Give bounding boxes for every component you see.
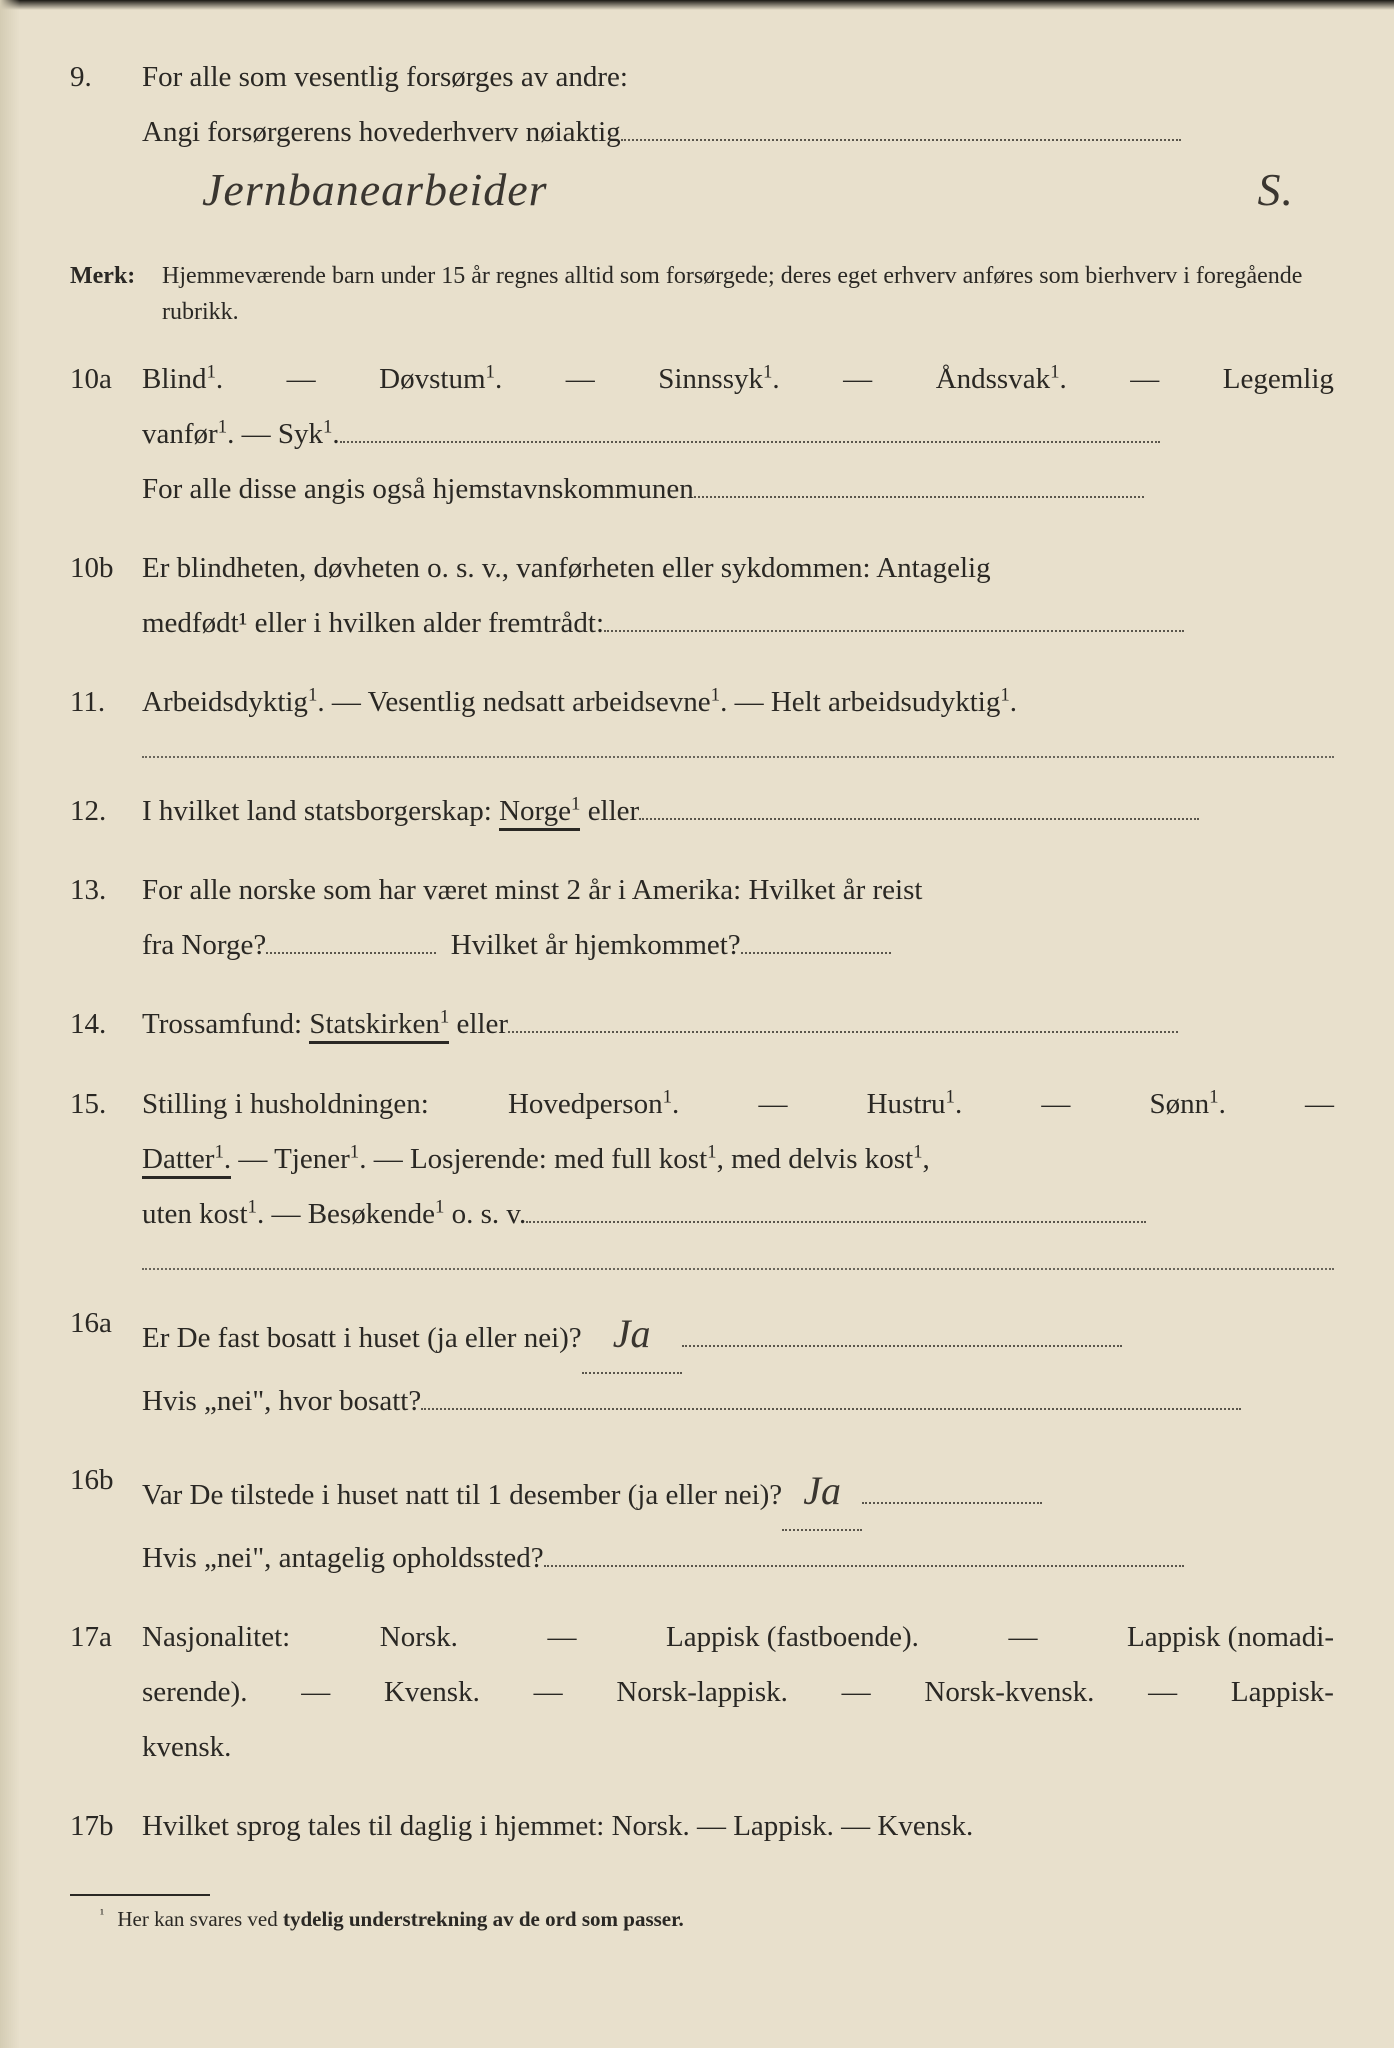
question-9: 9. For alle som vesentlig forsørges av a… <box>70 50 1334 234</box>
q16a-answer: Ja <box>613 1311 651 1356</box>
q16b-content: Var De tilstede i huset natt til 1 desem… <box>142 1453 1334 1586</box>
footnote-bold: tydelig understrekning av de ord som pas… <box>283 1907 684 1931</box>
q15-content: Stilling i husholdningen:Hovedperson1.—H… <box>142 1077 1334 1242</box>
q9-number: 9. <box>70 50 142 234</box>
question-10b: 10b Er blindheten, døvheten o. s. v., va… <box>70 541 1334 651</box>
merk-text: Hjemmeværende barn under 15 år regnes al… <box>162 258 1334 330</box>
q17b-number: 17b <box>70 1799 142 1854</box>
question-16b: 16b Var De tilstede i huset natt til 1 d… <box>70 1453 1334 1586</box>
q13-number: 13. <box>70 863 142 973</box>
divider-2 <box>142 1268 1334 1270</box>
q16b-line1: Var De tilstede i huset natt til 1 desem… <box>142 1453 1334 1531</box>
q9-handwritten-suffix: S. <box>1258 146 1295 233</box>
q9-handwritten-answer: Jernbanearbeider <box>202 146 548 233</box>
q10b-line1: Er blindheten, døvheten o. s. v., vanfør… <box>142 541 1334 596</box>
q10a-number: 10a <box>70 352 142 517</box>
footnote-prefix: Her kan svares ved <box>117 1907 283 1931</box>
question-15: 15. Stilling i husholdningen:Hovedperson… <box>70 1077 1334 1242</box>
q15-line3: uten kost1. — Besøkende1 o. s. v. <box>142 1187 1334 1242</box>
question-14: 14. Trossamfund: Statskirken1 eller <box>70 997 1334 1052</box>
question-16a: 16a Er De fast bosatt i huset (ja eller … <box>70 1296 1334 1429</box>
q15-number: 15. <box>70 1077 142 1242</box>
footnote: ¹ Her kan svares ved tydelig understrekn… <box>70 1906 1334 1932</box>
divider-1 <box>142 756 1334 758</box>
q9-blank <box>621 112 1181 141</box>
q12-number: 12. <box>70 784 142 839</box>
q16a-content: Er De fast bosatt i huset (ja eller nei)… <box>142 1296 1334 1429</box>
q10a-content: Blind1.—Døvstum1.—Sinnssyk1.—Åndssvak1.—… <box>142 352 1334 517</box>
q11-content: Arbeidsdyktig1. — Vesentlig nedsatt arbe… <box>142 675 1334 730</box>
q12-underlined: Norge1 <box>499 795 580 831</box>
q10a-line3: For alle disse angis også hjemstavnskomm… <box>142 462 1334 517</box>
census-form-page: 9. For alle som vesentlig forsørges av a… <box>70 50 1334 1932</box>
footnote-rule <box>70 1894 210 1896</box>
q13-content: For alle norske som har været minst 2 år… <box>142 863 1334 973</box>
q15-line1: Stilling i husholdningen:Hovedperson1.—H… <box>142 1077 1334 1132</box>
q11-number: 11. <box>70 675 142 730</box>
q16a-number: 16a <box>70 1296 142 1429</box>
question-10a: 10a Blind1.—Døvstum1.—Sinnssyk1.—Åndssva… <box>70 352 1334 517</box>
q13-line2: fra Norge? Hvilket år hjemkommet? <box>142 918 1334 973</box>
q10b-content: Er blindheten, døvheten o. s. v., vanfør… <box>142 541 1334 651</box>
q16a-line2: Hvis „nei", hvor bosatt? <box>142 1374 1334 1429</box>
q17a-line2: serende).—Kvensk.—Norsk-lappisk.—Norsk-k… <box>142 1665 1334 1720</box>
question-17b: 17b Hvilket sprog tales til daglig i hje… <box>70 1799 1334 1854</box>
question-17a: 17a Nasjonalitet:Norsk.—Lappisk (fastboe… <box>70 1610 1334 1775</box>
q12-content: I hvilket land statsborgerskap: Norge1 e… <box>142 784 1334 839</box>
q15-line2: Datter1. — Tjener1. — Losjerende: med fu… <box>142 1132 1334 1187</box>
q14-number: 14. <box>70 997 142 1052</box>
q14-content: Trossamfund: Statskirken1 eller <box>142 997 1334 1052</box>
q9-content: For alle som vesentlig forsørges av andr… <box>142 50 1334 234</box>
q17a-line3: kvensk. <box>142 1720 1334 1775</box>
q16b-line2: Hvis „nei", antagelig opholdssted? <box>142 1531 1334 1586</box>
q14-underlined: Statskirken1 <box>309 1008 449 1044</box>
footnote-marker: ¹ <box>100 1906 104 1921</box>
q13-line1: For alle norske som har været minst 2 år… <box>142 863 1334 918</box>
question-12: 12. I hvilket land statsborgerskap: Norg… <box>70 784 1334 839</box>
q16b-answer: Ja <box>803 1468 841 1513</box>
q16b-number: 16b <box>70 1453 142 1586</box>
q9-line1: For alle som vesentlig forsørges av andr… <box>142 50 1334 105</box>
merk-label: Merk: <box>70 258 162 330</box>
q10a-line1: Blind1.—Døvstum1.—Sinnssyk1.—Åndssvak1.—… <box>142 352 1334 407</box>
q10b-number: 10b <box>70 541 142 651</box>
q17a-content: Nasjonalitet:Norsk.—Lappisk (fastboende)… <box>142 1610 1334 1775</box>
question-13: 13. For alle norske som har været minst … <box>70 863 1334 973</box>
merk-note: Merk: Hjemmeværende barn under 15 år reg… <box>70 258 1334 330</box>
question-11: 11. Arbeidsdyktig1. — Vesentlig nedsatt … <box>70 675 1334 730</box>
q17b-content: Hvilket sprog tales til daglig i hjemmet… <box>142 1799 1334 1854</box>
q15-underlined: Datter1. <box>142 1143 231 1179</box>
q17a-number: 17a <box>70 1610 142 1775</box>
q10a-line2: vanfør1. — Syk1. <box>142 407 1334 462</box>
q17a-line1: Nasjonalitet:Norsk.—Lappisk (fastboende)… <box>142 1610 1334 1665</box>
q16a-line1: Er De fast bosatt i huset (ja eller nei)… <box>142 1296 1334 1374</box>
q10b-line2: medfødt¹ eller i hvilken alder fremtrådt… <box>142 596 1334 651</box>
